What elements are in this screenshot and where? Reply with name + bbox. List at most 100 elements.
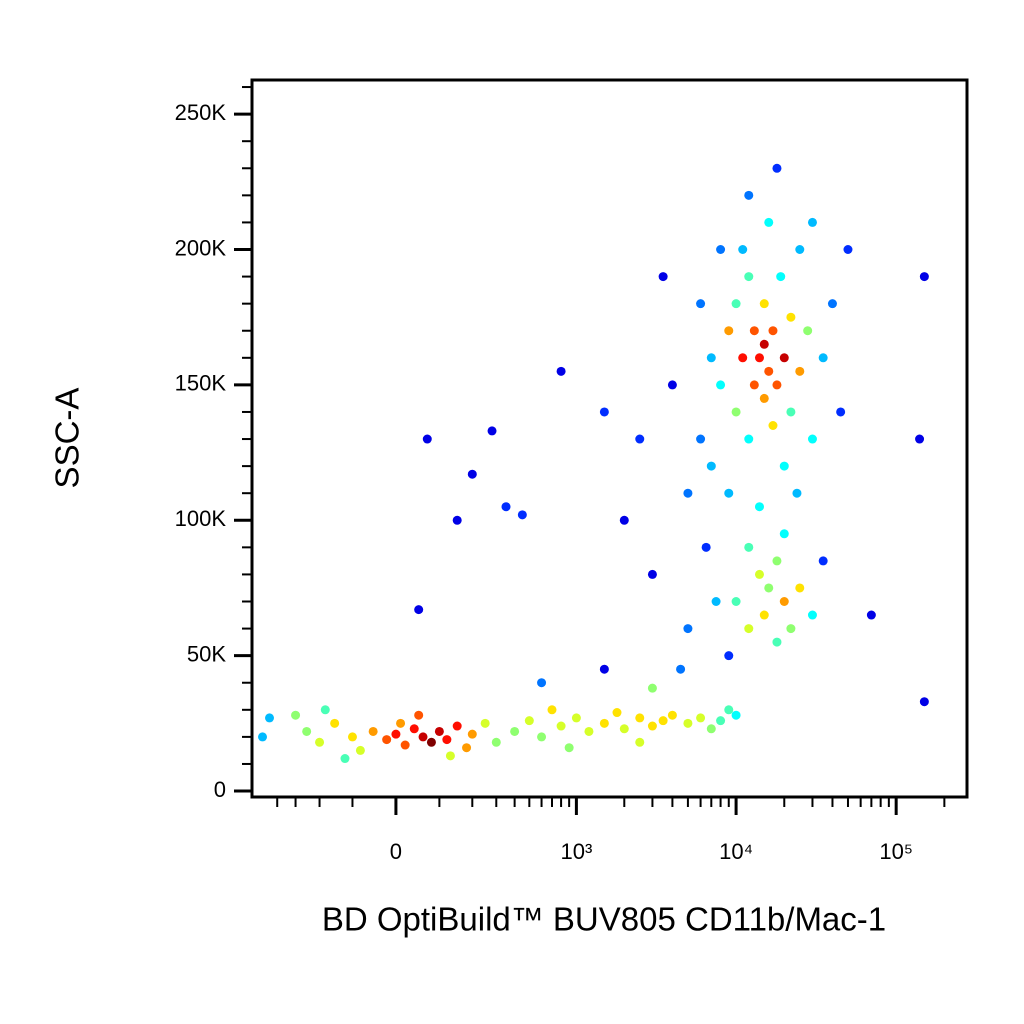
- x-tick-label: 10⁵: [879, 839, 913, 864]
- event-dot: [724, 651, 734, 661]
- event-dot: [368, 726, 378, 736]
- event-dot: [571, 713, 581, 723]
- event-dot: [716, 716, 726, 726]
- event-dot: [772, 380, 782, 390]
- event-dot: [754, 569, 764, 579]
- event-dot: [779, 597, 789, 607]
- event-dot: [599, 407, 609, 417]
- event-dot: [716, 245, 726, 255]
- event-dot: [467, 469, 477, 479]
- event-dot: [467, 729, 477, 739]
- event-dot: [711, 597, 721, 607]
- event-dot: [738, 353, 748, 363]
- event-dot: [696, 713, 706, 723]
- x-axis-label: BD OptiBuild™ BUV805 CD11b/Mac-1: [322, 901, 886, 938]
- event-dot: [754, 502, 764, 512]
- event-dot: [795, 583, 805, 593]
- event-dot: [517, 510, 527, 520]
- event-dot: [915, 434, 925, 444]
- y-tick-label: 250K: [175, 100, 227, 125]
- event-dot: [843, 245, 853, 255]
- event-dot: [754, 353, 764, 363]
- event-dot: [866, 610, 876, 620]
- event-dot: [667, 380, 677, 390]
- event-dot: [919, 272, 929, 282]
- event-dot: [265, 713, 275, 723]
- event-dot: [676, 664, 686, 674]
- event-dot: [442, 735, 452, 745]
- event-dot: [759, 339, 769, 349]
- event-dot: [744, 434, 754, 444]
- event-dot: [501, 502, 511, 512]
- event-dot: [696, 434, 706, 444]
- event-dot: [744, 272, 754, 282]
- event-dot: [792, 488, 802, 498]
- event-dot: [258, 732, 268, 742]
- event-dot: [795, 245, 805, 255]
- x-tick-label: 10³: [560, 839, 592, 864]
- event-dot: [807, 217, 817, 227]
- event-dot: [827, 299, 837, 309]
- event-dot: [779, 461, 789, 471]
- event-dot: [647, 683, 657, 693]
- event-dot: [491, 737, 501, 747]
- event-dot: [772, 556, 782, 566]
- event-dot: [749, 380, 759, 390]
- plot-frame: [250, 78, 969, 799]
- event-dot: [772, 637, 782, 647]
- event-dot: [803, 326, 813, 336]
- event-dot: [355, 745, 365, 755]
- y-tick-label: 200K: [175, 235, 227, 260]
- event-dot: [731, 710, 741, 720]
- event-dot: [738, 245, 748, 255]
- event-dot: [291, 710, 301, 720]
- event-dot: [744, 190, 754, 200]
- event-dot: [716, 380, 726, 390]
- event-dot: [547, 705, 557, 715]
- event-dot: [382, 735, 392, 745]
- event-dot: [731, 597, 741, 607]
- event-dot: [836, 407, 846, 417]
- event-dot: [683, 718, 693, 728]
- event-dot: [330, 718, 340, 728]
- event-dot: [396, 718, 406, 728]
- event-dot: [320, 705, 330, 715]
- event-dot: [749, 326, 759, 336]
- event-dot: [537, 678, 547, 688]
- event-dot: [612, 708, 622, 718]
- event-dot: [426, 737, 436, 747]
- event-dot: [759, 393, 769, 403]
- x-tick-label: 0: [390, 839, 402, 864]
- y-tick-label: 0: [214, 777, 226, 802]
- event-dot: [635, 434, 645, 444]
- event-dot: [768, 326, 778, 336]
- event-dot: [759, 299, 769, 309]
- event-dot: [706, 353, 716, 363]
- event-dot: [818, 556, 828, 566]
- event-dot: [409, 724, 419, 734]
- event-dot: [658, 272, 668, 282]
- event-dot: [414, 710, 424, 720]
- event-dot: [445, 751, 455, 761]
- event-dot: [807, 610, 817, 620]
- event-dot: [759, 610, 769, 620]
- event-dot: [452, 721, 462, 731]
- event-dot: [418, 732, 428, 742]
- event-dot: [744, 624, 754, 634]
- event-dot: [772, 163, 782, 173]
- event-dot: [764, 217, 774, 227]
- y-tick-label: 100K: [175, 506, 227, 531]
- event-dot: [635, 737, 645, 747]
- event-dot: [764, 583, 774, 593]
- event-dot: [487, 426, 497, 436]
- event-dot: [599, 718, 609, 728]
- event-dot: [510, 726, 520, 736]
- event-dot: [462, 743, 472, 753]
- event-dot: [422, 434, 432, 444]
- event-dot: [667, 710, 677, 720]
- event-dot: [768, 421, 778, 431]
- y-tick-label: 50K: [187, 641, 226, 666]
- event-dot: [701, 542, 711, 552]
- event-dot: [724, 705, 734, 715]
